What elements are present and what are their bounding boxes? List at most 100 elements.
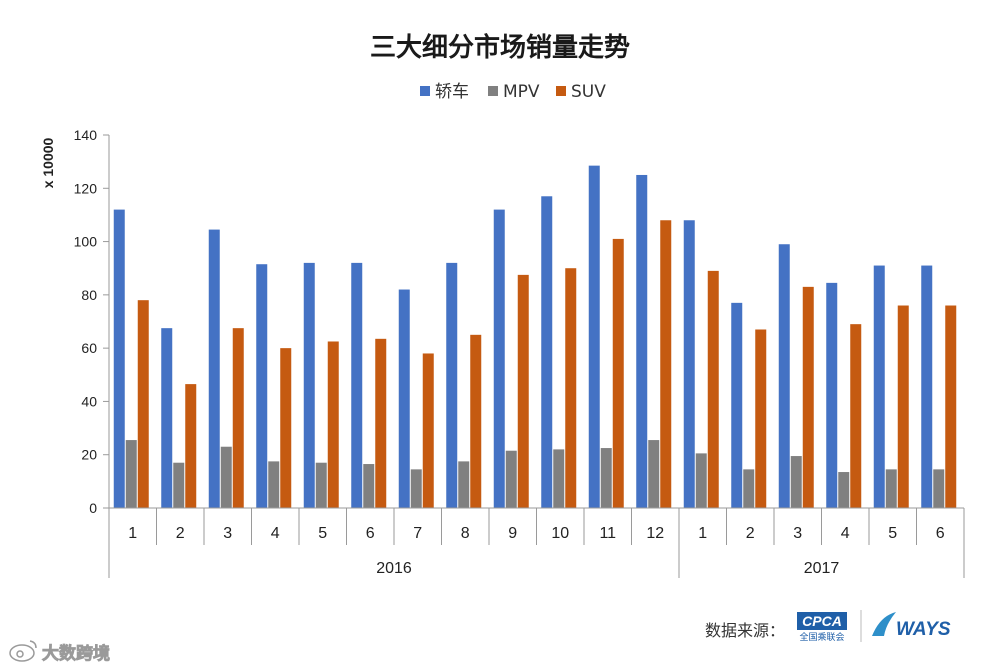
bar-mpv xyxy=(600,448,612,508)
bar-sedan xyxy=(921,265,933,508)
bar-sedan xyxy=(351,262,363,508)
bar-sedan xyxy=(731,302,743,508)
bar-sedan xyxy=(446,262,458,508)
x-tick-label: 5 xyxy=(318,525,327,542)
bar-mpv xyxy=(790,456,802,508)
bar-sedan xyxy=(588,165,600,508)
x-tick-label: 8 xyxy=(461,525,470,542)
bar-sedan xyxy=(113,209,125,508)
x-tick-label: 1 xyxy=(698,525,707,542)
bar-suv xyxy=(897,305,909,508)
bar-suv xyxy=(517,274,529,508)
x-tick-label: 3 xyxy=(223,525,232,542)
bar-suv xyxy=(375,338,387,508)
x-tick-label: 7 xyxy=(413,525,422,542)
y-tick-label: 40 xyxy=(81,393,97,409)
bar-suv xyxy=(280,348,292,508)
ways-logo-text: WAYS xyxy=(896,619,951,640)
bar-suv xyxy=(612,238,624,508)
bar-mpv xyxy=(458,461,470,508)
y-tick-label: 0 xyxy=(89,500,97,516)
x-group-label: 2016 xyxy=(376,560,412,577)
bar-sedan xyxy=(826,282,838,508)
bar-suv xyxy=(422,353,434,508)
bar-sedan xyxy=(208,229,220,508)
x-tick-label: 2 xyxy=(746,525,755,542)
watermark: 大数跨境 xyxy=(9,640,110,664)
bar-suv xyxy=(232,328,244,508)
bar-mpv xyxy=(125,440,137,508)
x-tick-label: 5 xyxy=(888,525,897,542)
cpca-logo: CPCA 全国乘联会 xyxy=(797,612,847,643)
weibo-icon xyxy=(9,640,37,662)
bar-mpv xyxy=(220,446,232,508)
legend-swatch xyxy=(420,86,430,96)
bar-mpv xyxy=(268,461,280,508)
legend: 轿车 MPV SUV xyxy=(420,82,606,102)
legend-entry: SUV xyxy=(571,82,606,102)
bar-mpv xyxy=(410,469,422,508)
y-tick-label: 80 xyxy=(81,287,97,303)
bar-suv xyxy=(470,334,482,508)
bar-mpv xyxy=(363,464,375,508)
x-group-label: 2017 xyxy=(804,560,840,577)
y-axis: 0 20 40 60 80 100 120 140 xyxy=(74,127,110,516)
watermark-text: 大数跨境 xyxy=(42,643,110,664)
y-tick-label: 20 xyxy=(81,447,97,463)
legend-swatch xyxy=(488,86,498,96)
bar-mpv xyxy=(885,469,897,508)
legend-entry: MPV xyxy=(503,82,540,102)
bar-mpv xyxy=(505,450,517,508)
bar-mpv xyxy=(173,462,185,508)
bar-suv xyxy=(660,220,672,508)
y-tick-label: 100 xyxy=(74,234,98,250)
ways-logo: WAYS xyxy=(872,612,951,640)
bar-sedan xyxy=(636,174,648,508)
y-tick-label: 120 xyxy=(74,180,98,196)
bar-suv xyxy=(137,300,149,508)
source-label: 数据来源： xyxy=(705,621,785,640)
bar-mpv xyxy=(553,449,565,508)
bar-sedan xyxy=(256,264,268,508)
bar-suv xyxy=(755,329,767,508)
x-tick-label: 12 xyxy=(646,525,664,542)
bar-sedan xyxy=(873,265,885,508)
bar-suv xyxy=(850,324,862,508)
bar-mpv xyxy=(933,469,945,508)
y-axis-label: x 10000 xyxy=(40,137,56,188)
x-tick-label: 10 xyxy=(551,525,569,542)
x-tick-label: 9 xyxy=(508,525,517,542)
cpca-logo-text: CPCA xyxy=(802,613,842,629)
bar-sedan xyxy=(683,220,695,508)
x-tick-label: 1 xyxy=(128,525,137,542)
bar-sedan xyxy=(398,289,410,508)
y-tick-label: 60 xyxy=(81,340,97,356)
x-tick-label: 6 xyxy=(936,525,945,542)
x-tick-label: 6 xyxy=(366,525,375,542)
bar-suv xyxy=(327,341,339,508)
chart-title: 三大细分市场销量走势 xyxy=(370,32,630,63)
bar-mpv xyxy=(838,472,850,508)
bar-sedan xyxy=(493,209,505,508)
x-tick-label: 3 xyxy=(793,525,802,542)
bar-mpv xyxy=(648,440,660,508)
source-attribution: 数据来源： CPCA 全国乘联会 WAYS xyxy=(705,610,951,643)
ways-logo-icon xyxy=(872,612,896,636)
x-tick-label: 11 xyxy=(599,525,616,542)
bar-mpv xyxy=(695,453,707,508)
y-tick-label: 140 xyxy=(74,127,98,143)
x-tick-label: 2 xyxy=(176,525,185,542)
x-tick-label: 4 xyxy=(271,525,280,542)
bar-suv xyxy=(185,384,197,508)
bar-sedan xyxy=(161,328,173,508)
bar-suv xyxy=(707,270,719,508)
bar-mpv xyxy=(315,462,327,508)
bar-sedan xyxy=(778,244,790,508)
bar-suv xyxy=(802,286,814,508)
legend-entry: 轿车 xyxy=(435,82,469,102)
legend-swatch xyxy=(556,86,566,96)
bar-suv xyxy=(945,305,957,508)
bar-mpv xyxy=(743,469,755,508)
